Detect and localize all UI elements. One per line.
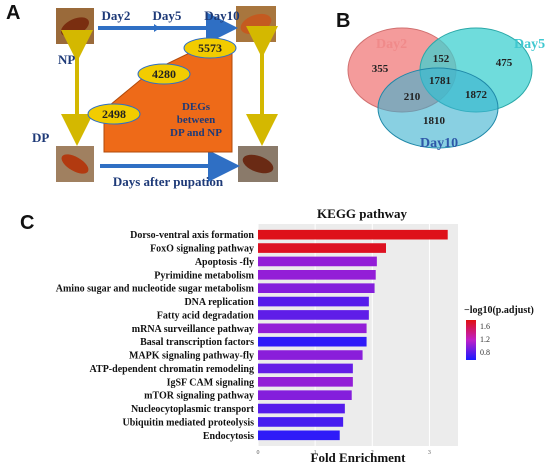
deg-count-day10: 5573 [198, 41, 222, 55]
kegg-bar [258, 296, 369, 307]
venn-region-day2-day5: 152 [433, 53, 450, 65]
kegg-category-label: DNA replication [184, 297, 254, 308]
kegg-category-label: IgSF CAM signaling [167, 377, 254, 388]
kegg-x-ticks: 0 1 2 3 [257, 450, 431, 456]
pupa-photo-np-day2-icon [56, 8, 94, 44]
deg-count-ellipse-day5 [137, 63, 191, 85]
deg-count-day5: 4280 [152, 67, 176, 81]
kegg-category-label: Endocytosis [203, 431, 254, 442]
kegg-category-label: ATP-dependent chromatin remodeling [90, 364, 254, 375]
day2-label: Day2 [102, 8, 131, 23]
kegg-category-label: mTOR signaling pathway [144, 391, 254, 402]
kegg-bar [258, 376, 353, 387]
kegg-category-label: Basal transcription factors [140, 337, 254, 348]
panel-label-a: A [6, 2, 21, 24]
deg-label-line1: DEGs [182, 101, 211, 113]
kegg-bar [258, 323, 367, 334]
days-after-pupation-label: Days after pupation [113, 174, 224, 189]
legend-title: −log10(p.adjust) [464, 305, 534, 316]
panel-label-b: B [336, 10, 351, 32]
deg-count-ellipse-day2 [87, 103, 141, 125]
kegg-bar [258, 390, 352, 401]
venn-region-all-three: 1781 [429, 75, 451, 87]
kegg-x-axis-label: Fold Enrichment [311, 450, 407, 465]
legend-tick-high: 1.6 [480, 322, 490, 331]
venn-region-day5-only: 475 [496, 57, 513, 69]
kegg-bars [258, 229, 448, 441]
kegg-bar [258, 269, 376, 280]
kegg-bar [258, 363, 353, 374]
venn-region-day2-day10: 210 [404, 91, 421, 103]
legend-tick-low: 0.8 [480, 348, 490, 357]
panel-label-c: C [20, 212, 35, 234]
kegg-bar [258, 350, 363, 360]
venn-circle-day10 [377, 67, 499, 149]
kegg-category-label: Fatty acid degradation [157, 310, 255, 321]
venn-set-label-day2: Day2 [376, 37, 407, 52]
day5-label: Day5 [153, 8, 182, 23]
kegg-category-label: Nucleocytoplasmic transport [131, 404, 255, 415]
legend-tick-mid: 1.2 [480, 335, 490, 344]
kegg-x-tick-label: 2 [371, 450, 374, 456]
kegg-category-label: Amino sugar and nucleotide sugar metabol… [56, 284, 255, 295]
kegg-x-tick-label: 1 [314, 450, 317, 456]
kegg-category-label: Pyrimidine metabolism [154, 270, 254, 281]
kegg-category-label: MAPK signaling pathway-fly [129, 351, 254, 362]
kegg-bar [258, 336, 367, 347]
pupa-photo-np-day10-icon [236, 6, 276, 42]
kegg-category-label: Dorso-ventral axis formation [130, 230, 254, 241]
kegg-bar [258, 256, 377, 267]
deg-count-ellipse-day10 [183, 37, 237, 59]
kegg-x-tick-label: 0 [257, 450, 260, 456]
kegg-bar [258, 229, 448, 240]
legend-color-bar [466, 320, 476, 360]
dp-label: DP [32, 130, 49, 145]
kegg-bar [258, 283, 375, 294]
pupa-photo-dp-day10-icon [238, 146, 278, 182]
kegg-bar-chart: KEGG pathway Dorso-ventral axis formatio… [56, 206, 534, 465]
kegg-chart-title: KEGG pathway [317, 206, 407, 221]
venn-region-day5-day10: 1872 [465, 89, 488, 101]
kegg-bar [258, 417, 344, 427]
kegg-category-label: mRNA surveillance pathway [132, 324, 254, 335]
day10-label: Day10 [204, 8, 239, 23]
np-label: NP [58, 52, 75, 67]
venn-region-day2-only: 355 [372, 63, 389, 75]
deg-label-line2: between [177, 114, 216, 126]
kegg-category-labels: Dorso-ventral axis formation FoxO signali… [56, 230, 255, 442]
kegg-x-tick-label: 3 [428, 450, 431, 456]
pupa-photo-dp-day2-icon [56, 146, 94, 182]
kegg-bar [258, 310, 369, 320]
kegg-bar [258, 403, 345, 414]
venn-diagram: Day2 Day5 Day10 355 152 475 210 1781 187… [347, 27, 545, 151]
np-timeline-mid-arrowhead [154, 24, 160, 32]
deg-label-line3: DP and NP [170, 127, 222, 139]
venn-set-label-day5: Day5 [514, 37, 545, 52]
venn-region-day10-only: 1810 [423, 115, 446, 127]
venn-set-label-day10: Day10 [420, 136, 458, 151]
kegg-bar [258, 243, 386, 253]
kegg-category-label: Ubiquitin mediated proteolysis [123, 417, 255, 428]
panel-a-diagram: DEGs between DP and NP 2498 4280 5573 Da… [32, 6, 278, 189]
deg-count-day2: 2498 [102, 107, 126, 121]
kegg-bar [258, 430, 340, 441]
kegg-category-label: FoxO signaling pathway [150, 244, 254, 255]
kegg-category-label: Apoptosis -fly [195, 257, 254, 268]
